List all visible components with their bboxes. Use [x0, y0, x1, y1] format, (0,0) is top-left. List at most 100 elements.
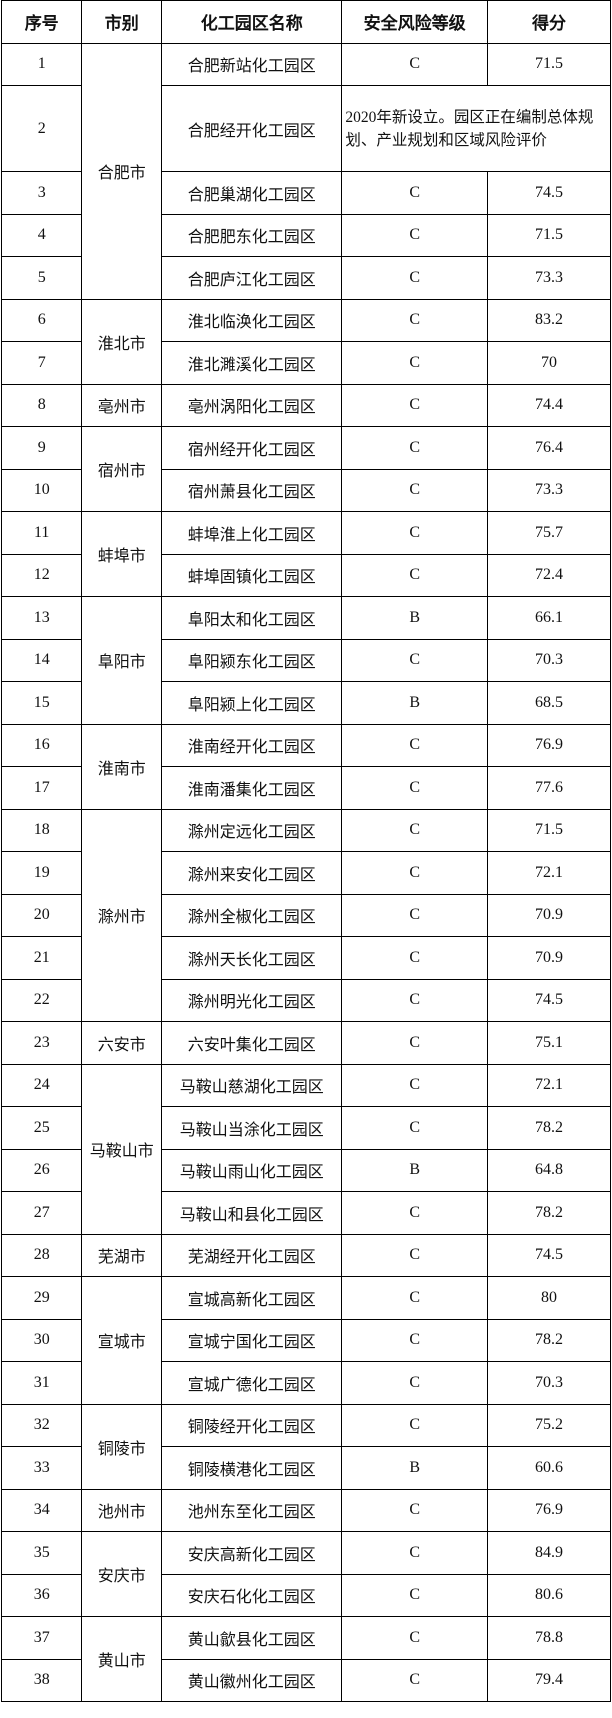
- row-number: 23: [0, 1021, 83, 1065]
- score: 70.9: [486, 893, 612, 937]
- score: 75.7: [486, 511, 612, 555]
- row-number: 7: [0, 341, 83, 385]
- row-number: 9: [0, 426, 83, 470]
- park-name: 安庆石化化工园区: [161, 1573, 343, 1617]
- table-row: 30 宣城宁国化工园区 C 78.2: [0, 1318, 612, 1362]
- risk-level: B: [341, 1148, 488, 1192]
- park-name: 滁州全椒化工园区: [161, 893, 343, 937]
- city-cell: 铜陵市: [81, 1403, 163, 1490]
- table-row: 15 阜阳颍上化工园区 B 68.5: [0, 681, 612, 725]
- table-row: 22 滁州明光化工园区 C 74.5: [0, 978, 612, 1022]
- risk-level: C: [341, 936, 488, 980]
- city-cell: 亳州市: [81, 383, 163, 427]
- table-row: 19 滁州来安化工园区 C 72.1: [0, 851, 612, 895]
- table-row: 6 淮北市 淮北临涣化工园区 C 83.2: [0, 298, 612, 385]
- risk-level: C: [341, 893, 488, 937]
- row-number: 26: [0, 1148, 83, 1192]
- city-cell: 宣城市: [81, 1276, 163, 1405]
- risk-level: C: [341, 256, 488, 300]
- park-name: 合肥肥东化工园区: [161, 213, 343, 257]
- score: 74.5: [486, 978, 612, 1022]
- risk-level: C: [341, 1191, 488, 1235]
- table-row: 17 淮南潘集化工园区 C 77.6: [0, 766, 612, 810]
- risk-level: C: [341, 638, 488, 682]
- risk-level: C: [341, 383, 488, 427]
- risk-level: C: [341, 766, 488, 810]
- park-name: 蚌埠淮上化工园区: [161, 511, 343, 555]
- score: 83.2: [486, 298, 612, 342]
- table-row: 26 马鞍山雨山化工园区 B 64.8: [0, 1148, 612, 1192]
- row-number: 10: [0, 468, 83, 512]
- table-row: 36 安庆石化化工园区 C 80.6: [0, 1573, 612, 1617]
- park-name: 宿州经开化工园区: [161, 426, 343, 470]
- risk-level: C: [341, 1361, 488, 1405]
- risk-level: C: [341, 1488, 488, 1532]
- park-name: 淮南潘集化工园区: [161, 766, 343, 810]
- header-row: 序号 市别 化工园区名称 安全风险等级 得分: [0, 0, 612, 44]
- park-name: 合肥庐江化工园区: [161, 256, 343, 300]
- risk-level: C: [341, 341, 488, 385]
- row-number: 13: [0, 596, 83, 640]
- park-name: 铜陵横港化工园区: [161, 1446, 343, 1490]
- score: 74.5: [486, 1233, 612, 1277]
- city-cell: 淮南市: [81, 723, 163, 810]
- status-note: 2020年新设立。园区正在编制总体规划、产业规划和区域风险评价: [341, 85, 611, 172]
- risk-level: B: [341, 681, 488, 725]
- row-number: 6: [0, 298, 83, 342]
- row-number: 35: [0, 1531, 83, 1575]
- table-row: 24 马鞍山市 马鞍山慈湖化工园区 C 72.1: [0, 1063, 612, 1235]
- city-cell: 合肥市: [81, 42, 163, 300]
- park-name: 马鞍山慈湖化工园区: [161, 1063, 343, 1107]
- score: 72.4: [486, 553, 612, 597]
- score: 84.9: [486, 1531, 612, 1575]
- city-cell: 安庆市: [81, 1531, 163, 1617]
- table-row: 3 合肥巢湖化工园区 C 74.5: [0, 171, 612, 215]
- park-name: 合肥巢湖化工园区: [161, 171, 343, 215]
- park-name: 淮北濉溪化工园区: [161, 341, 343, 385]
- park-name: 淮南经开化工园区: [161, 723, 343, 767]
- row-number: 4: [0, 213, 83, 257]
- table-row: 4 合肥肥东化工园区 C 71.5: [0, 213, 612, 257]
- park-name: 宣城高新化工园区: [161, 1276, 343, 1320]
- row-number: 27: [0, 1191, 83, 1235]
- score: 70: [486, 341, 612, 385]
- score: 78.2: [486, 1191, 612, 1235]
- row-number: 16: [0, 723, 83, 767]
- row-number: 37: [0, 1616, 83, 1660]
- park-name: 阜阳颍东化工园区: [161, 638, 343, 682]
- row-number: 32: [0, 1403, 83, 1447]
- table-row: 5 合肥庐江化工园区 C 73.3: [0, 256, 612, 300]
- score: 78.8: [486, 1616, 612, 1660]
- row-number: 29: [0, 1276, 83, 1320]
- park-name: 滁州定远化工园区: [161, 808, 343, 852]
- risk-level: C: [341, 851, 488, 895]
- table-row: 27 马鞍山和县化工园区 C 78.2: [0, 1191, 612, 1235]
- row-number: 20: [0, 893, 83, 937]
- park-name: 淮北临涣化工园区: [161, 298, 343, 342]
- risk-level: C: [341, 1573, 488, 1617]
- row-number: 17: [0, 766, 83, 810]
- table-row: 1 合肥市 合肥新站化工园区 C 71.5: [0, 42, 612, 300]
- city-cell: 淮北市: [81, 298, 163, 385]
- row-number: 19: [0, 851, 83, 895]
- score: 80.6: [486, 1573, 612, 1617]
- score: 71.5: [486, 808, 612, 852]
- table-row: 38 黄山徽州化工园区 C 79.4: [0, 1658, 612, 1702]
- table-row: 35 安庆市 安庆高新化工园区 C 84.9: [0, 1531, 612, 1617]
- park-name: 亳州涡阳化工园区: [161, 383, 343, 427]
- score: 60.6: [486, 1446, 612, 1490]
- table-row: 16 淮南市 淮南经开化工园区 C 76.9: [0, 723, 612, 810]
- table-row: 20 滁州全椒化工园区 C 70.9: [0, 893, 612, 937]
- risk-level: C: [341, 1318, 488, 1362]
- risk-level: C: [341, 723, 488, 767]
- table-row: 33 铜陵横港化工园区 B 60.6: [0, 1446, 612, 1490]
- city-cell: 六安市: [81, 1021, 163, 1065]
- park-name: 六安叶集化工园区: [161, 1021, 343, 1065]
- park-name: 滁州天长化工园区: [161, 936, 343, 980]
- table-row: 18 滁州市 滁州定远化工园区 C 71.5: [0, 808, 612, 1022]
- city-cell: 蚌埠市: [81, 511, 163, 597]
- park-name: 芜湖经开化工园区: [161, 1233, 343, 1277]
- score: 73.3: [486, 468, 612, 512]
- table-row: 25 马鞍山当涂化工园区 C 78.2: [0, 1106, 612, 1150]
